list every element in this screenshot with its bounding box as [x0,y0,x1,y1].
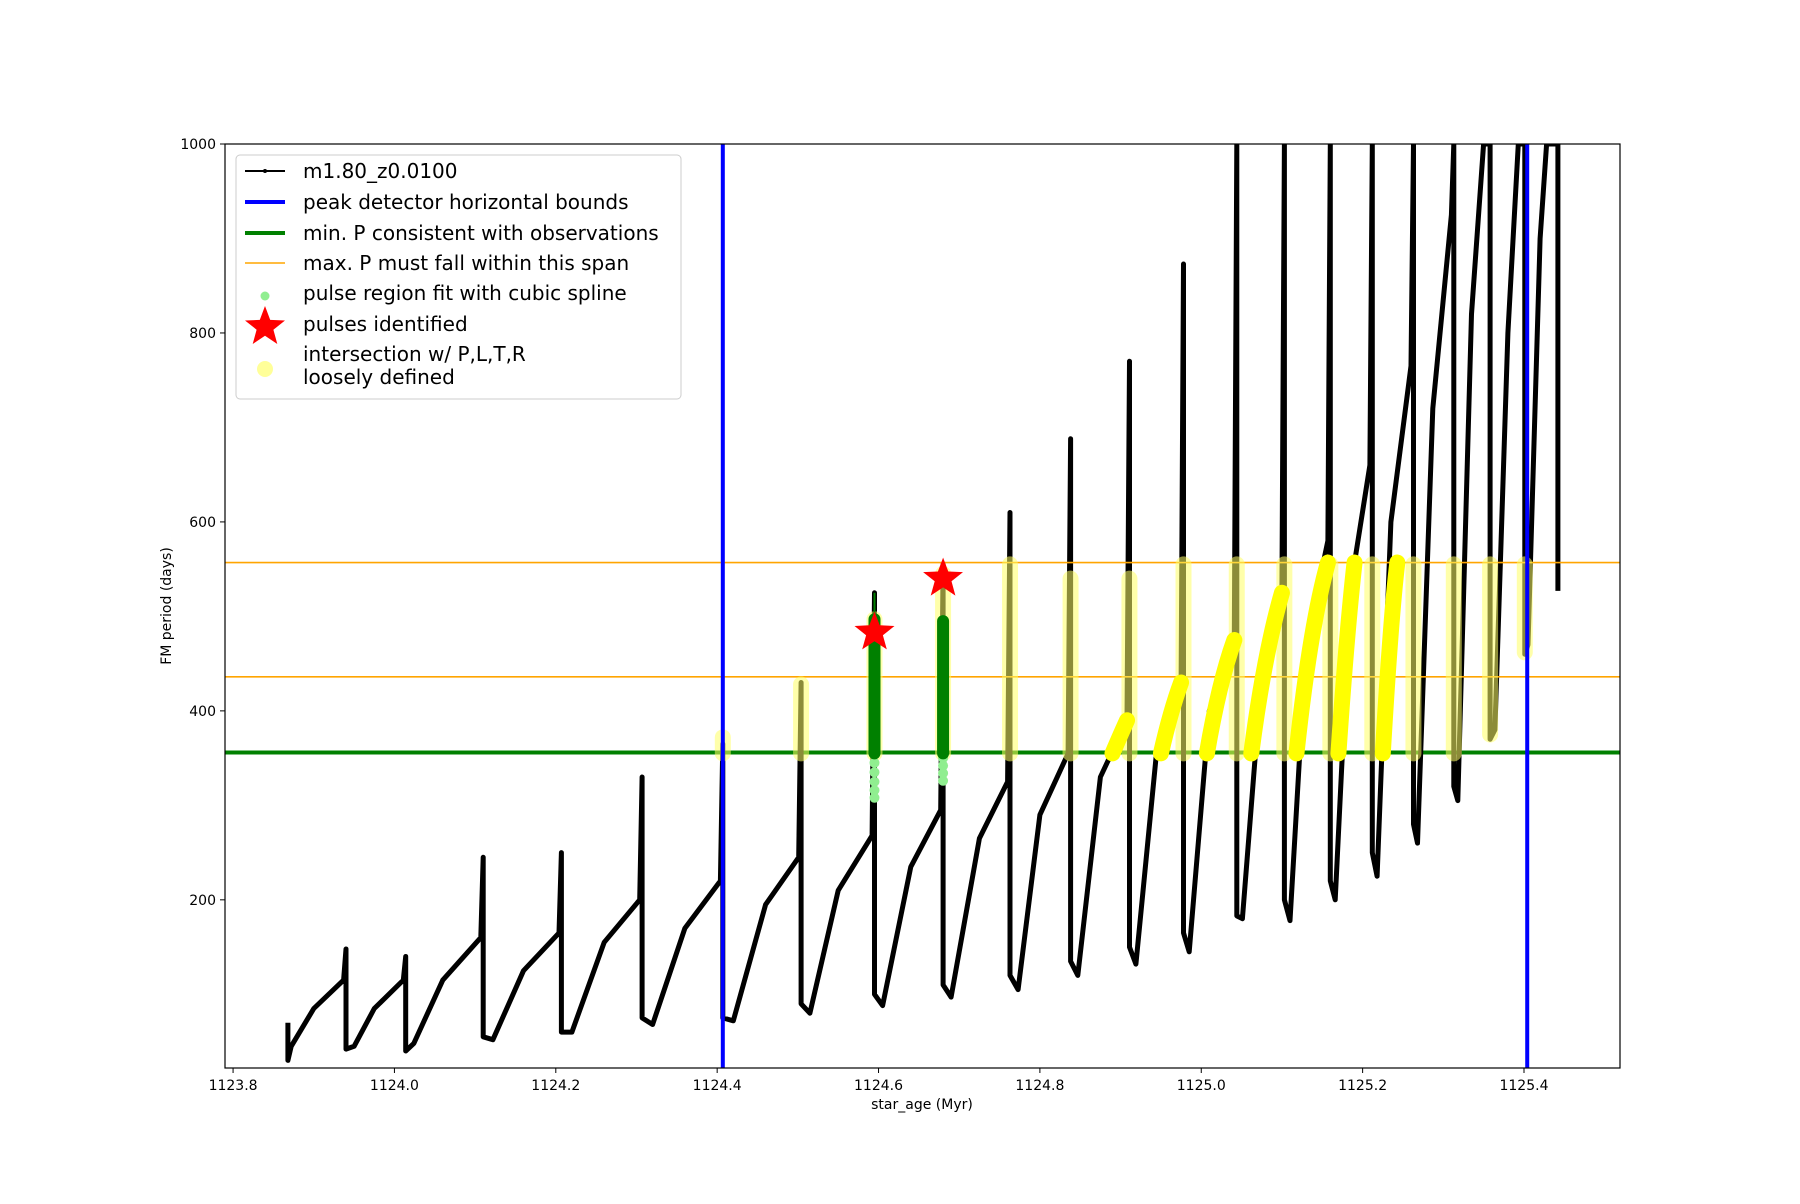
y-tick-label: 400 [189,704,216,720]
spline-point-light-6 [938,760,949,771]
legend-label: loosely defined [303,365,455,389]
x-tick-label: 1125.0 [1177,1078,1226,1094]
intersection-arc-2 [1198,632,1243,762]
legend-label: peak detector horizontal bounds [303,190,629,214]
legend-handle-star [245,306,285,344]
x-axis-label: star_age (Myr) [871,1097,973,1113]
legend-handle-circle [257,361,273,377]
x-tick-label: 1124.2 [531,1078,580,1094]
x-tick-label: 1125.2 [1338,1078,1387,1094]
y-axis: 200 400 600 800 1000 [180,137,225,909]
intersection-arc-0 [1104,712,1136,762]
y-tick-label: 200 [189,893,216,909]
axes-frame [224,143,1621,1069]
legend-label: max. P must fall within this span [303,251,629,275]
spline-point-light-1 [869,767,880,778]
spline-point-light-8 [938,775,949,786]
intersection-arc-1 [1152,674,1190,762]
legend-label: min. P consistent with observations [303,221,659,245]
legend-label: pulse region fit with cubic spline [303,281,627,305]
legend-label: intersection w/ P,L,T,R [303,342,526,366]
plot-area [225,144,1620,1068]
spline-point-light-4 [869,792,880,803]
spline-point-light-7 [938,768,949,779]
legend-box [235,154,682,400]
x-tick-label: 1125.4 [1499,1078,1548,1094]
x-axis: 1123.8 1124.0 1124.2 1124.4 1124.6 1124.8 1125… [209,1068,1549,1094]
spline-point-light-2 [869,776,880,787]
y-tick-label: 1000 [180,137,216,153]
pulse-star-0 [854,611,895,650]
intersection-arc-6 [1374,554,1406,762]
legend-label: m1.80_z0.0100 [303,159,458,183]
y-tick-label: 800 [189,326,216,342]
legend-label: pulses identified [303,312,468,336]
intersection-arc-3 [1243,584,1290,762]
x-tick-label: 1124.6 [854,1078,903,1094]
spline-point-light-0 [869,757,880,768]
intersection-arc-4 [1288,554,1336,762]
intersection-arc-5 [1330,554,1363,762]
y-tick-label: 600 [189,515,216,531]
legend-handle-dot [260,291,270,301]
legend-handle-marker [263,169,267,173]
pulse-star-1 [923,557,963,596]
x-tick-label: 1124.8 [1015,1078,1064,1094]
x-tick-label: 1124.4 [693,1078,742,1094]
y-axis-label: FM period (days) [159,547,175,665]
spline-point-light-3 [869,785,880,796]
x-tick-label: 1123.8 [209,1078,258,1094]
x-tick-label: 1124.0 [370,1078,419,1094]
